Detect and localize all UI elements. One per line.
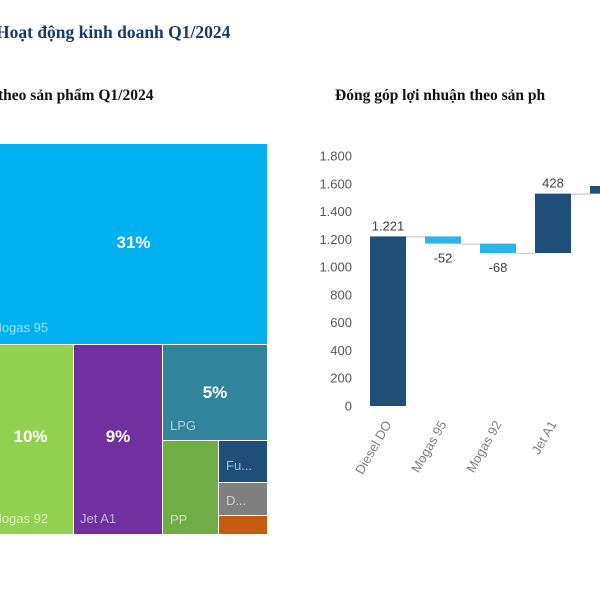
waterfall-category-label: Mogas 92: [463, 418, 505, 475]
y-axis-tick-label: 1.600: [319, 176, 352, 191]
waterfall-data-label: 428: [542, 176, 564, 191]
y-axis-tick-label: 0: [345, 399, 352, 414]
waterfall-bar: [370, 236, 406, 406]
waterfall-category-label: Jet A1: [529, 418, 560, 457]
y-axis-tick-label: 1.400: [319, 204, 352, 219]
waterfall-bar: [425, 236, 461, 244]
waterfall-category-label: L: [598, 418, 600, 432]
tile-value-label: 10%: [13, 427, 48, 446]
treemap-tile-pp: PP: [163, 441, 218, 534]
treemap-chart: 31% Mogas 95 10% Mogas 92 9% Jet A1 5% L…: [0, 144, 268, 536]
treemap-tile-small-orange: [219, 516, 267, 534]
tile-value-label: 5%: [202, 383, 228, 402]
tile-category-label: Fu...: [226, 458, 253, 473]
y-axis-tick-label: 600: [330, 315, 352, 330]
treemap-tile-mogas-95: 31% Mogas 95: [0, 144, 267, 344]
treemap-tile-d: D...: [219, 483, 267, 515]
y-axis-tick-label: 1.800: [319, 149, 352, 164]
waterfall-chart: 0 200 400 600 800 1.000 1.200 1.400 1.600 1.800 1.…: [319, 149, 600, 477]
waterfall-title: Đóng góp lợi nhuận theo sản ph: [335, 87, 546, 104]
tile-value-label: 9%: [105, 427, 131, 446]
y-axis-tick-label: 1.000: [319, 260, 352, 275]
waterfall-data-label: -52: [434, 251, 453, 266]
waterfall-category-label: Diesel DO: [352, 418, 395, 477]
tile-category-label: Jet A1: [80, 511, 117, 526]
waterfall-category-label: Mogas 95: [408, 418, 450, 475]
tile-category-label: D...: [226, 493, 247, 508]
waterfall-bar: [480, 243, 516, 254]
tile-category-label: PP: [170, 512, 188, 527]
y-axis-tick-label: 400: [330, 343, 352, 358]
treemap-title: theo sản phẩm Q1/2024: [0, 87, 154, 104]
tile-value-label: 31%: [116, 233, 151, 252]
y-axis-tick-label: 800: [330, 287, 352, 302]
tile-category-label: LPG: [170, 418, 197, 433]
waterfall-bar: [535, 193, 571, 254]
tile-category-label: Mogas 95: [0, 320, 49, 335]
waterfall-bar: [590, 186, 600, 194]
treemap-tile-lpg: 5% LPG: [163, 345, 267, 440]
waterfall-data-label: -68: [489, 260, 508, 275]
treemap-tile-mogas-92: 10% Mogas 92: [0, 345, 73, 534]
y-axis-tick-label: 200: [330, 371, 352, 386]
tile-category-label: Mogas 92: [0, 511, 49, 526]
treemap-tile-jet-a1: 9% Jet A1: [74, 345, 162, 534]
y-axis-tick-label: 1.200: [319, 232, 352, 247]
treemap-tile-fu: Fu...: [219, 441, 267, 482]
waterfall-data-label: 1.221: [372, 218, 405, 233]
page-title: Hoạt động kinh doanh Q1/2024: [0, 22, 231, 42]
